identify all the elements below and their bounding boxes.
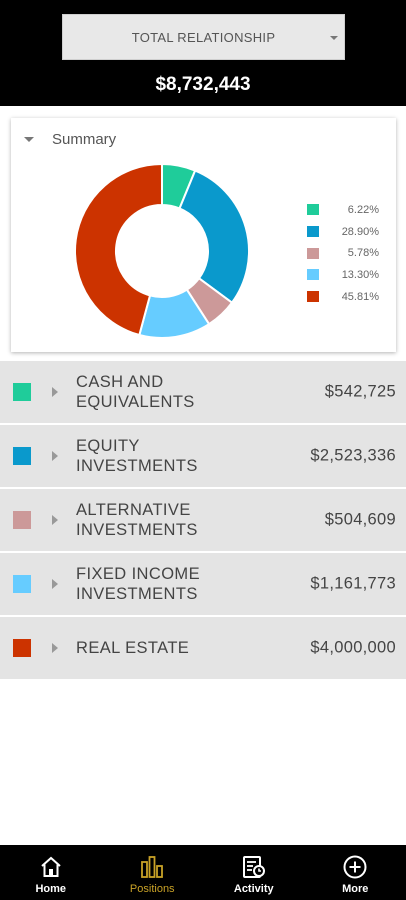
- donut-slice-5[interactable]: [74, 162, 163, 337]
- chart-legend: 6.22% 28.90% 5.78% 13.30% 45.81%: [307, 199, 379, 307]
- bar-chart-icon: [141, 856, 164, 878]
- plus-circle-icon: [343, 855, 367, 879]
- asset-amount: $542,725: [324, 382, 396, 401]
- nav-activity[interactable]: Activity: [203, 845, 305, 900]
- legend-item: 13.30%: [307, 264, 379, 286]
- relationship-selector-label: TOTAL RELATIONSHIP: [131, 29, 276, 45]
- color-swatch: [13, 447, 31, 465]
- nav-activity-label: Activity: [233, 883, 274, 895]
- asset-row-alternative[interactable]: ALTERNATIVE INVESTMENTS $504,609: [0, 489, 406, 553]
- legend-item: 28.90%: [307, 221, 379, 243]
- legend-swatch: [307, 269, 319, 281]
- nav-more-label: More: [342, 883, 369, 895]
- legend-swatch: [307, 204, 319, 216]
- asset-amount: $1,161,773: [310, 574, 396, 593]
- asset-row-fixed-income[interactable]: FIXED INCOME INVESTMENTS $1,161,773: [0, 553, 406, 617]
- asset-amount: $4,000,000: [310, 638, 396, 657]
- summary-card: Summary 6.22% 28.90% 5.78% 13.30% 45.81%: [11, 118, 396, 352]
- home-icon: [41, 856, 61, 877]
- expand-arrow-icon: [52, 579, 58, 589]
- nav-positions-label: Positions: [129, 883, 175, 895]
- legend-swatch: [307, 247, 319, 259]
- expand-arrow-icon: [52, 451, 58, 461]
- asset-amount: $2,523,336: [310, 446, 396, 465]
- relationship-selector[interactable]: TOTAL RELATIONSHIP: [62, 14, 345, 60]
- legend-value: 28.90%: [341, 225, 379, 238]
- bottom-nav: Home Positions Activity More: [0, 845, 406, 900]
- color-swatch: [13, 383, 31, 401]
- nav-home-label: Home: [35, 883, 67, 895]
- expand-arrow-icon: [52, 515, 58, 525]
- legend-value: 13.30%: [341, 268, 379, 281]
- legend-value: 6.22%: [347, 203, 379, 216]
- nav-home[interactable]: Home: [0, 845, 102, 900]
- collapse-triangle-icon: [24, 137, 34, 142]
- asset-amount: $504,609: [324, 510, 396, 529]
- nav-positions[interactable]: Positions: [102, 845, 204, 900]
- asset-label: ALTERNATIVE INVESTMENTS: [76, 501, 198, 539]
- color-swatch: [13, 511, 31, 529]
- legend-item: 5.78%: [307, 242, 379, 264]
- legend-swatch: [307, 226, 319, 238]
- legend-value: 5.78%: [347, 247, 379, 260]
- asset-label: CASH AND EQUIVALENTS: [76, 373, 195, 411]
- allocation-donut-chart: [74, 162, 250, 339]
- asset-class-list: CASH AND EQUIVALENTS $542,725 EQUITY INV…: [0, 361, 406, 681]
- summary-title: Summary: [52, 131, 117, 148]
- asset-label: REAL ESTATE: [76, 639, 190, 657]
- asset-row-equity[interactable]: EQUITY INVESTMENTS $2,523,336: [0, 425, 406, 489]
- legend-item: 45.81%: [307, 286, 379, 308]
- color-swatch: [13, 575, 31, 593]
- expand-arrow-icon: [52, 387, 58, 397]
- legend-swatch: [307, 291, 319, 303]
- legend-item: 6.22%: [307, 199, 379, 221]
- summary-toggle[interactable]: Summary: [24, 131, 116, 148]
- asset-row-real-estate[interactable]: REAL ESTATE $4,000,000: [0, 617, 406, 681]
- header: TOTAL RELATIONSHIP $8,732,443: [0, 0, 406, 106]
- legend-value: 45.81%: [341, 290, 379, 303]
- color-swatch: [13, 639, 31, 657]
- activity-icon: [242, 856, 265, 878]
- asset-label: FIXED INCOME INVESTMENTS: [76, 565, 200, 603]
- total-value: $8,732,443: [155, 74, 251, 95]
- asset-row-cash[interactable]: CASH AND EQUIVALENTS $542,725: [0, 361, 406, 425]
- nav-more[interactable]: More: [305, 845, 406, 900]
- chevron-down-icon: [330, 36, 338, 40]
- expand-arrow-icon: [52, 643, 58, 653]
- donut-slice-2[interactable]: [178, 169, 250, 305]
- asset-label: EQUITY INVESTMENTS: [76, 437, 198, 475]
